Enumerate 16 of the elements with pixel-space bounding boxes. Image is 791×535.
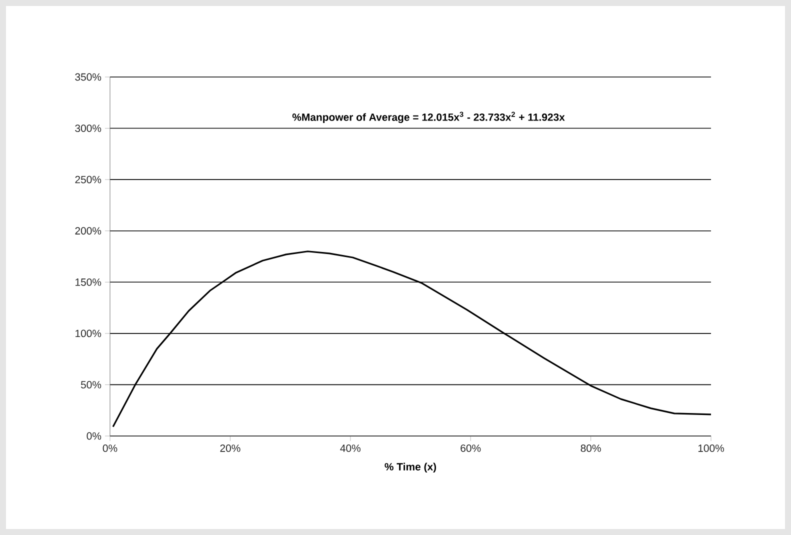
y-tick-label: 200%	[75, 227, 102, 235]
x-tick-label: 20%	[220, 444, 240, 452]
x-tick-label: 80%	[580, 444, 601, 452]
annotation: %Manpower of Average = 12.015x$^{3}$ - 23.733x$^{2}$ + 11.923x	[292, 112, 565, 124]
y-tick-label: 50%	[80, 381, 102, 388]
x-tick-label: 60%	[460, 444, 481, 452]
y-tick-label: 0%	[86, 432, 102, 440]
y-tick-label: 100%	[76, 330, 102, 338]
y-tick-label: 300%	[75, 124, 102, 132]
y-tick-label: 350%	[75, 73, 102, 81]
x-tick-label: 100%	[698, 444, 724, 452]
x-tick-label: 40%	[340, 444, 360, 452]
y-tick-label: 150%	[76, 278, 102, 286]
x-axis-title: % Time (x)	[384, 462, 436, 473]
x-tick-label: 0%	[102, 444, 118, 452]
y-tick-label: 250%	[75, 176, 102, 184]
